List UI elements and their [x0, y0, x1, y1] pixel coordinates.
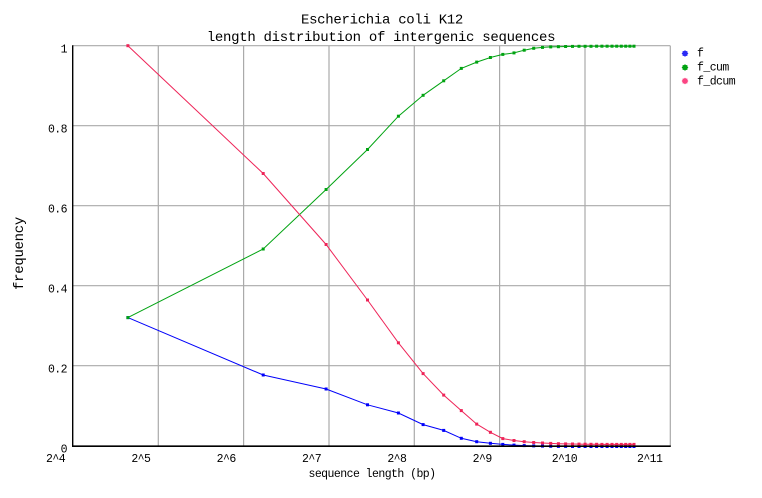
svg-text:2^4: 2^4	[46, 453, 66, 466]
svg-text:Escherichia coli K12: Escherichia coli K12	[301, 13, 463, 29]
svg-text:1: 1	[61, 44, 68, 57]
svg-text:2^9: 2^9	[473, 453, 493, 466]
svg-text:2^10: 2^10	[552, 453, 578, 466]
svg-text:2^6: 2^6	[217, 453, 237, 466]
svg-text:2^5: 2^5	[131, 453, 151, 466]
svg-text:length distribution of interge: length distribution of intergenic sequen…	[207, 30, 555, 46]
svg-text:0: 0	[61, 444, 68, 457]
svg-text:f: f	[697, 48, 704, 61]
svg-text:0.4: 0.4	[48, 284, 68, 297]
svg-text:f_dcum: f_dcum	[697, 76, 736, 89]
svg-text:2^7: 2^7	[302, 453, 321, 466]
svg-text:2^11: 2^11	[637, 453, 663, 466]
svg-text:sequence length (bp): sequence length (bp)	[308, 468, 435, 481]
svg-text:0.6: 0.6	[48, 204, 68, 217]
svg-text:2^8: 2^8	[387, 453, 407, 466]
svg-text:frequency: frequency	[12, 217, 28, 290]
svg-text:0.8: 0.8	[48, 124, 68, 137]
svg-text:0.2: 0.2	[48, 364, 68, 377]
svg-text:f_cum: f_cum	[697, 62, 729, 75]
